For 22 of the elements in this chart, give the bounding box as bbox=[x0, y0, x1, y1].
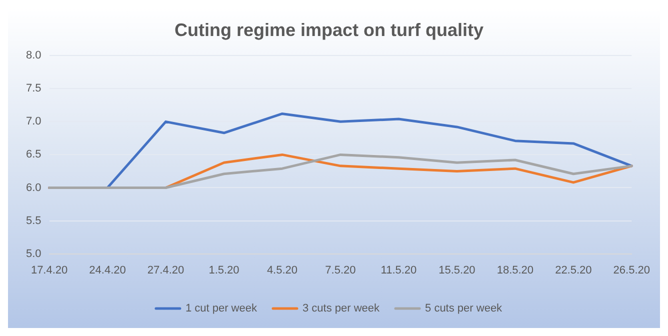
legend-label: 3 cuts per week bbox=[302, 302, 380, 315]
x-tick-label: 4.5.20 bbox=[266, 264, 298, 276]
y-tick-label: 5.0 bbox=[26, 248, 42, 260]
x-tick-label: 11.5.20 bbox=[380, 264, 417, 276]
x-tick-label: 24.4.20 bbox=[89, 264, 126, 276]
y-tick-label: 8.0 bbox=[26, 50, 42, 62]
legend-label: 1 cut per week bbox=[185, 302, 258, 315]
x-tick-label: 27.4.20 bbox=[147, 264, 184, 276]
y-tick-label: 7.0 bbox=[26, 116, 42, 128]
y-tick-label: 6.5 bbox=[26, 148, 42, 161]
x-tick-label: 7.5.20 bbox=[325, 264, 356, 276]
chart-title: Cuting regime impact on turf quality bbox=[174, 20, 484, 40]
x-tick-label: 22.5.20 bbox=[555, 264, 592, 276]
x-tick-label: 17.4.20 bbox=[30, 264, 68, 276]
y-tick-label: 7.5 bbox=[26, 82, 42, 95]
x-tick-label: 1.5.20 bbox=[208, 264, 240, 276]
legend-label: 5 cuts per week bbox=[425, 302, 503, 315]
x-tick-label: 26.5.20 bbox=[613, 264, 650, 276]
x-tick-label: 18.5.20 bbox=[496, 264, 534, 276]
y-tick-label: 6.0 bbox=[26, 182, 42, 194]
y-tick-label: 5.5 bbox=[26, 214, 42, 227]
x-tick-label: 15.5.20 bbox=[438, 264, 476, 276]
